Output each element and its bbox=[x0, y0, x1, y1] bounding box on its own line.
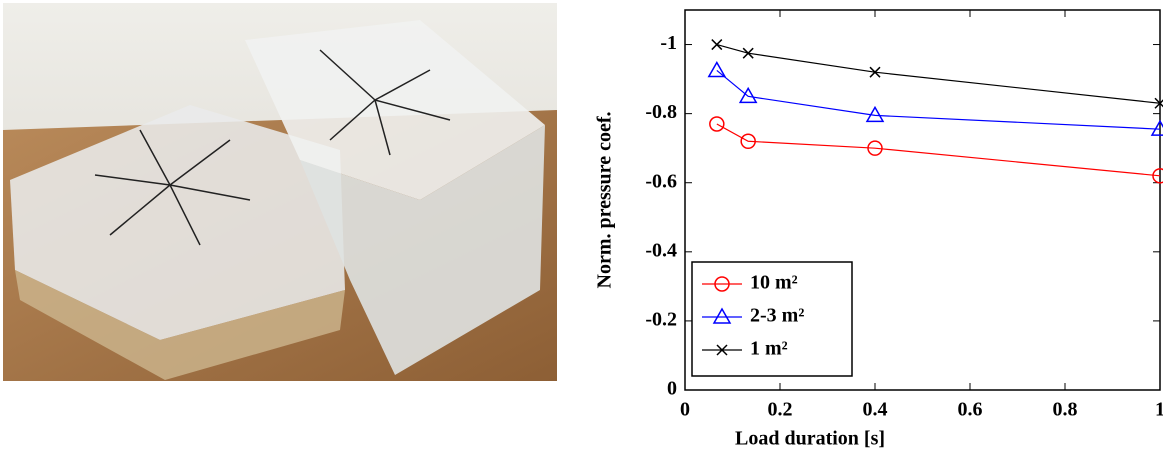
legend-marker bbox=[712, 307, 732, 324]
x-tick-label: 0.6 bbox=[958, 399, 983, 421]
y-tick-label: -0.4 bbox=[645, 239, 677, 261]
marker bbox=[867, 140, 883, 156]
marker bbox=[709, 116, 725, 132]
legend-label: 1 m² bbox=[750, 338, 788, 360]
model-box bbox=[300, 125, 545, 375]
marker bbox=[869, 66, 881, 78]
y-tick-label: -0.2 bbox=[645, 309, 677, 331]
chart: Load duration [s] Norm. pressure coef. bbox=[594, 112, 885, 450]
x-tick-label: 0.4 bbox=[863, 399, 888, 421]
plot-frame bbox=[684, 9, 1161, 391]
series-line bbox=[716, 69, 1161, 130]
marker bbox=[1152, 168, 1163, 184]
y-tick-label: -0.6 bbox=[645, 170, 677, 192]
marker bbox=[707, 60, 727, 78]
direction-lines bbox=[94, 49, 451, 246]
legend-marker bbox=[714, 276, 730, 292]
x-tick-label: 1 bbox=[1155, 399, 1163, 421]
marker bbox=[1154, 97, 1163, 109]
model-box bbox=[10, 105, 345, 340]
marker bbox=[740, 133, 756, 150]
photo bbox=[3, 3, 557, 381]
marker bbox=[742, 47, 754, 59]
series-line bbox=[716, 123, 1161, 177]
marker bbox=[711, 39, 723, 51]
y-tick-label: -1 bbox=[660, 32, 677, 54]
x-tick-label: 0.8 bbox=[1053, 399, 1078, 421]
marker bbox=[738, 86, 758, 104]
legend-label: 10 m² bbox=[750, 272, 798, 294]
y-axis-label: Norm. pressure coef. bbox=[594, 112, 616, 289]
marker bbox=[865, 105, 885, 123]
legend-label: 2-3 m² bbox=[750, 305, 804, 327]
series-line bbox=[716, 43, 1161, 104]
x-axis-label: Load duration [s] bbox=[735, 428, 885, 450]
x-tick-label: 0.2 bbox=[768, 399, 793, 421]
model-base bbox=[15, 270, 345, 380]
x-tick-label: 0 bbox=[680, 399, 690, 421]
y-tick-label: 0 bbox=[667, 378, 677, 400]
model-box bbox=[245, 20, 545, 200]
legend-marker bbox=[716, 344, 728, 356]
legend-frame bbox=[691, 261, 853, 377]
y-tick-label: -0.8 bbox=[645, 101, 677, 123]
marker bbox=[1150, 119, 1163, 136]
